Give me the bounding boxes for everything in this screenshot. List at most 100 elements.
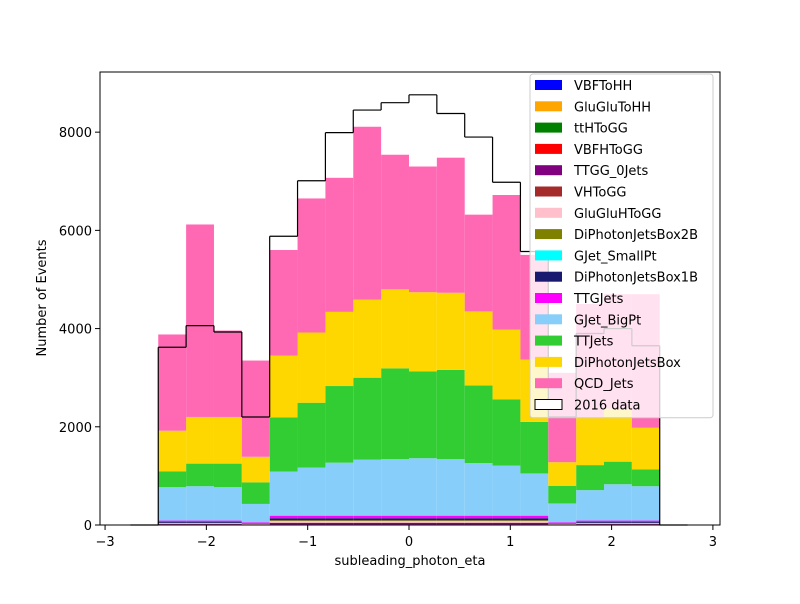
y-axis-label: Number of Events bbox=[35, 239, 50, 356]
bar-segment bbox=[465, 311, 493, 385]
bar-segment bbox=[325, 178, 353, 312]
bar-segment bbox=[548, 462, 576, 486]
bar-segment bbox=[632, 428, 660, 470]
bar-segment bbox=[409, 292, 437, 371]
bar-segment bbox=[298, 518, 326, 520]
bar-segment bbox=[186, 486, 214, 520]
y-tick-label: 4000 bbox=[59, 323, 92, 338]
bar-segment bbox=[325, 523, 353, 524]
legend-swatch bbox=[535, 336, 562, 346]
bar-segment bbox=[632, 522, 660, 523]
legend-swatch bbox=[535, 80, 562, 90]
bar-segment bbox=[493, 466, 521, 516]
legend-swatch bbox=[535, 123, 562, 133]
bar-segment bbox=[158, 471, 186, 487]
bar-segment bbox=[270, 521, 298, 523]
bar-segment bbox=[214, 522, 242, 523]
bar-segment bbox=[437, 516, 465, 519]
bar-segment bbox=[576, 523, 604, 524]
bar-segment bbox=[270, 250, 298, 356]
bar-segment bbox=[353, 520, 381, 521]
legend-swatch bbox=[535, 378, 562, 388]
legend-label: DiPhotonJetsBox bbox=[574, 356, 681, 371]
bar-segment bbox=[186, 523, 214, 524]
bar-segment bbox=[409, 371, 437, 458]
bar-segment bbox=[242, 457, 270, 483]
bar-segment bbox=[270, 356, 298, 418]
bar-segment bbox=[214, 521, 242, 522]
bar-segment bbox=[409, 520, 437, 521]
bar-segment bbox=[437, 521, 465, 523]
legend-swatch bbox=[535, 229, 562, 239]
legend-label: VBFHToGG bbox=[574, 143, 643, 158]
bar-segment bbox=[520, 473, 548, 515]
bar-segment bbox=[325, 386, 353, 463]
bar-segment bbox=[493, 523, 521, 524]
bar-segment bbox=[186, 521, 214, 522]
bar-segment bbox=[158, 431, 186, 472]
bar-segment bbox=[242, 522, 270, 523]
y-tick-label: 2000 bbox=[59, 421, 92, 436]
bar-segment bbox=[186, 522, 214, 523]
bar-segment bbox=[493, 195, 521, 330]
bar-segment bbox=[186, 417, 214, 464]
bar-segment bbox=[409, 458, 437, 515]
legend-swatch bbox=[535, 293, 562, 303]
x-tick-label: −3 bbox=[95, 535, 114, 550]
bar-segment bbox=[632, 470, 660, 487]
x-tick-label: 0 bbox=[405, 535, 413, 550]
bar-segment bbox=[270, 417, 298, 471]
bar-segment bbox=[158, 487, 186, 520]
bar-segment bbox=[520, 521, 548, 523]
bar-segment bbox=[409, 516, 437, 519]
bar-segment bbox=[493, 330, 521, 400]
bar-segment bbox=[242, 504, 270, 522]
bar-segment bbox=[520, 520, 548, 521]
bar-segment bbox=[325, 463, 353, 516]
bar-segment bbox=[270, 520, 298, 521]
bar-segment bbox=[353, 460, 381, 516]
x-tick-label: 1 bbox=[506, 535, 514, 550]
bar-segment bbox=[298, 198, 326, 332]
bar-segment bbox=[493, 516, 521, 519]
bar-segment bbox=[214, 487, 242, 520]
bar-segment bbox=[465, 520, 493, 521]
bar-segment bbox=[214, 464, 242, 488]
bar-segment bbox=[186, 464, 214, 487]
y-tick-label: 0 bbox=[84, 519, 92, 534]
y-tick-label: 6000 bbox=[59, 224, 92, 239]
bar-segment bbox=[465, 386, 493, 464]
bar-segment bbox=[353, 523, 381, 524]
legend-label: TTGG_0Jets bbox=[573, 164, 649, 179]
bar-segment bbox=[214, 331, 242, 417]
bar-segment bbox=[437, 459, 465, 515]
bar-segment bbox=[548, 522, 576, 523]
legend-swatch bbox=[535, 101, 562, 111]
bar-segment bbox=[270, 516, 298, 519]
bar-segment bbox=[325, 520, 353, 521]
bar-segment bbox=[548, 503, 576, 522]
bar-segment bbox=[604, 523, 632, 524]
bar-segment bbox=[353, 516, 381, 519]
bar-segment bbox=[409, 521, 437, 523]
bar-segment bbox=[493, 520, 521, 521]
bar-segment bbox=[437, 370, 465, 459]
bar-segment bbox=[409, 518, 437, 520]
bar-segment bbox=[381, 459, 409, 515]
bar-segment bbox=[158, 521, 186, 522]
bar-segment bbox=[465, 523, 493, 524]
bar-segment bbox=[353, 378, 381, 460]
bar-segment bbox=[632, 486, 660, 520]
bar-segment bbox=[409, 523, 437, 524]
bar-segment bbox=[214, 417, 242, 464]
bar-segment bbox=[576, 490, 604, 520]
bar-segment bbox=[493, 399, 521, 465]
bar-segment bbox=[381, 523, 409, 524]
bar-segment bbox=[576, 521, 604, 522]
x-tick-label: 3 bbox=[709, 535, 717, 550]
legend-label: TTJets bbox=[573, 335, 614, 350]
bar-segment bbox=[548, 486, 576, 504]
bar-segment bbox=[298, 521, 326, 523]
